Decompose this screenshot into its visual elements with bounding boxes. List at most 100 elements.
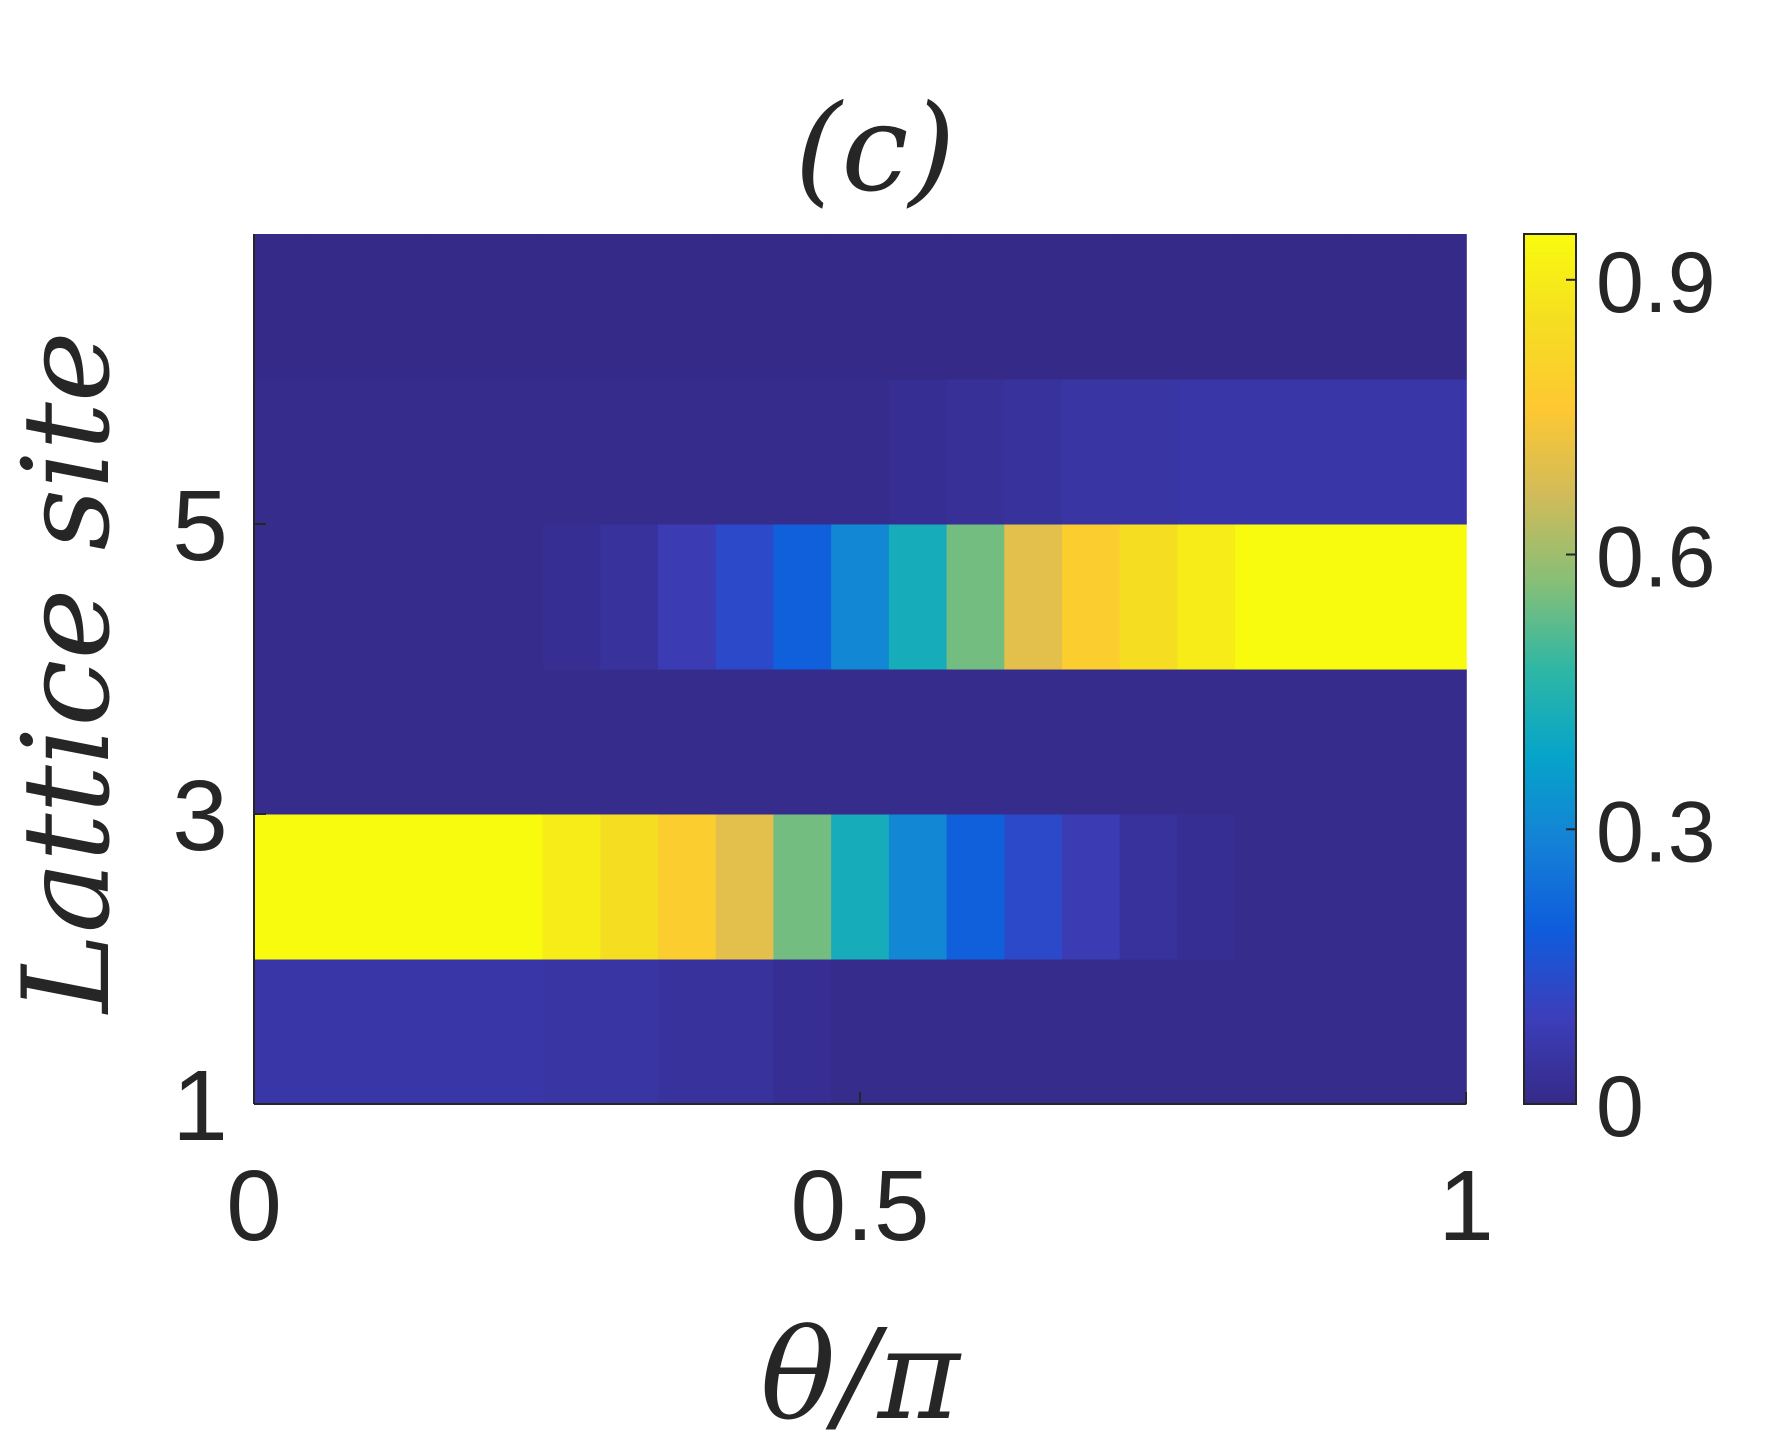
- heatmap-cell: [946, 814, 1006, 960]
- heatmap-cell: [254, 524, 313, 670]
- heatmap-cell: [773, 959, 832, 1105]
- heatmap-cell: [831, 669, 890, 815]
- heatmap-cell: [888, 524, 948, 670]
- heatmap-cell: [1119, 814, 1179, 960]
- heatmap-cell: [600, 524, 659, 670]
- heatmap-cell: [1177, 379, 1236, 525]
- colorbar-tick-label: 0: [1596, 1059, 1644, 1155]
- heatmap-cell: [658, 234, 717, 380]
- heatmap-cell: [1119, 959, 1179, 1105]
- heatmap-plot-area: [253, 234, 1467, 1105]
- heatmap-cell: [1350, 959, 1410, 1105]
- heatmap-cell: [542, 379, 602, 525]
- heatmap-cell: [1004, 524, 1063, 670]
- heatmap-cell: [1119, 234, 1179, 380]
- heatmap-cell: [600, 669, 659, 815]
- heatmap-cell: [831, 234, 890, 380]
- heatmap-cell: [254, 379, 313, 525]
- heatmap-cell: [427, 669, 486, 815]
- heatmap-cell: [946, 379, 1006, 525]
- heatmap-cell: [369, 669, 428, 815]
- x-tick-label: 0.5: [790, 1150, 929, 1262]
- y-tick-label: 3: [172, 760, 228, 872]
- heatmap-cell: [1350, 524, 1410, 670]
- heatmap-cell: [600, 814, 659, 960]
- y-tick-label: 1: [172, 1050, 228, 1162]
- heatmap-cell: [1004, 814, 1063, 960]
- heatmap-cell: [888, 669, 948, 815]
- heatmap-cell: [427, 959, 486, 1105]
- heatmap-cell: [1292, 524, 1352, 670]
- heatmap-cell: [773, 669, 832, 815]
- heatmap-cell: [1235, 524, 1294, 670]
- colorbar-ticks: 0 0.3 0.6 0.9: [1566, 235, 1716, 1155]
- heatmap-cell: [1292, 814, 1352, 960]
- heatmap-cells: [254, 234, 1467, 1105]
- heatmap-cell: [946, 959, 1006, 1105]
- heatmap-cell: [1408, 669, 1467, 815]
- heatmap-cell: [427, 524, 486, 670]
- y-axis-ticks: 1 3 5: [172, 470, 266, 1162]
- heatmap-cell: [658, 959, 717, 1105]
- heatmap-cell: [946, 234, 1006, 380]
- heatmap-cell: [1235, 814, 1294, 960]
- heatmap-cell: [1119, 669, 1179, 815]
- heatmap-cell: [1408, 524, 1467, 670]
- heatmap-cell: [888, 379, 948, 525]
- heatmap-cell: [1177, 669, 1236, 815]
- heatmap-cell: [831, 379, 890, 525]
- heatmap-cell: [1408, 814, 1467, 960]
- heatmap-cell: [311, 524, 371, 670]
- heatmap-cell: [1004, 234, 1063, 380]
- heatmap-cell: [773, 814, 832, 960]
- colorbar-tick-label: 0.3: [1596, 784, 1716, 880]
- x-tick-label: 1: [1438, 1150, 1494, 1262]
- heatmap-cell: [484, 234, 544, 380]
- heatmap-cell: [658, 814, 717, 960]
- heatmap-cell: [427, 379, 486, 525]
- heatmap-cell: [600, 234, 659, 380]
- heatmap-cell: [658, 524, 717, 670]
- heatmap-cell: [1408, 959, 1467, 1105]
- heatmap-cell: [542, 669, 602, 815]
- colorbar-gradient: [1523, 233, 1577, 1105]
- heatmap-cell: [1062, 234, 1121, 380]
- heatmap-cell: [311, 669, 371, 815]
- heatmap-cell: [369, 524, 428, 670]
- y-tick-label: 5: [172, 470, 228, 582]
- heatmap-cell: [1408, 379, 1467, 525]
- heatmap-cell: [542, 814, 602, 960]
- heatmap-cell: [831, 524, 890, 670]
- heatmap-cell: [484, 379, 544, 525]
- heatmap-cell: [888, 814, 948, 960]
- x-axis-label: θ/π: [760, 1303, 961, 1448]
- heatmap-cell: [1177, 959, 1236, 1105]
- heatmap-cell: [1235, 234, 1294, 380]
- heatmap-cell: [369, 234, 428, 380]
- heatmap-cell: [715, 234, 775, 380]
- heatmap-cell: [1004, 959, 1063, 1105]
- heatmap-cell: [369, 959, 428, 1105]
- heatmap-cell: [1062, 814, 1121, 960]
- heatmap-cell: [715, 669, 775, 815]
- heatmap-cell: [369, 379, 428, 525]
- heatmap-cell: [1350, 669, 1410, 815]
- heatmap-cell: [888, 234, 948, 380]
- heatmap-cell: [484, 814, 544, 960]
- heatmap-cell: [1177, 524, 1236, 670]
- heatmap-cell: [1235, 669, 1294, 815]
- heatmap-cell: [254, 814, 313, 960]
- colorbar: 0 0.3 0.6 0.9: [1523, 233, 1716, 1155]
- heatmap-cell: [1004, 379, 1063, 525]
- heatmap-cell: [542, 524, 602, 670]
- heatmap-cell: [484, 959, 544, 1105]
- heatmap-cell: [1004, 669, 1063, 815]
- heatmap-cell: [1062, 669, 1121, 815]
- heatmap-cell: [946, 669, 1006, 815]
- heatmap-cell: [484, 524, 544, 670]
- heatmap-cell: [600, 959, 659, 1105]
- heatmap-cell: [1062, 524, 1121, 670]
- heatmap-cell: [427, 234, 486, 380]
- heatmap-cell: [1235, 379, 1294, 525]
